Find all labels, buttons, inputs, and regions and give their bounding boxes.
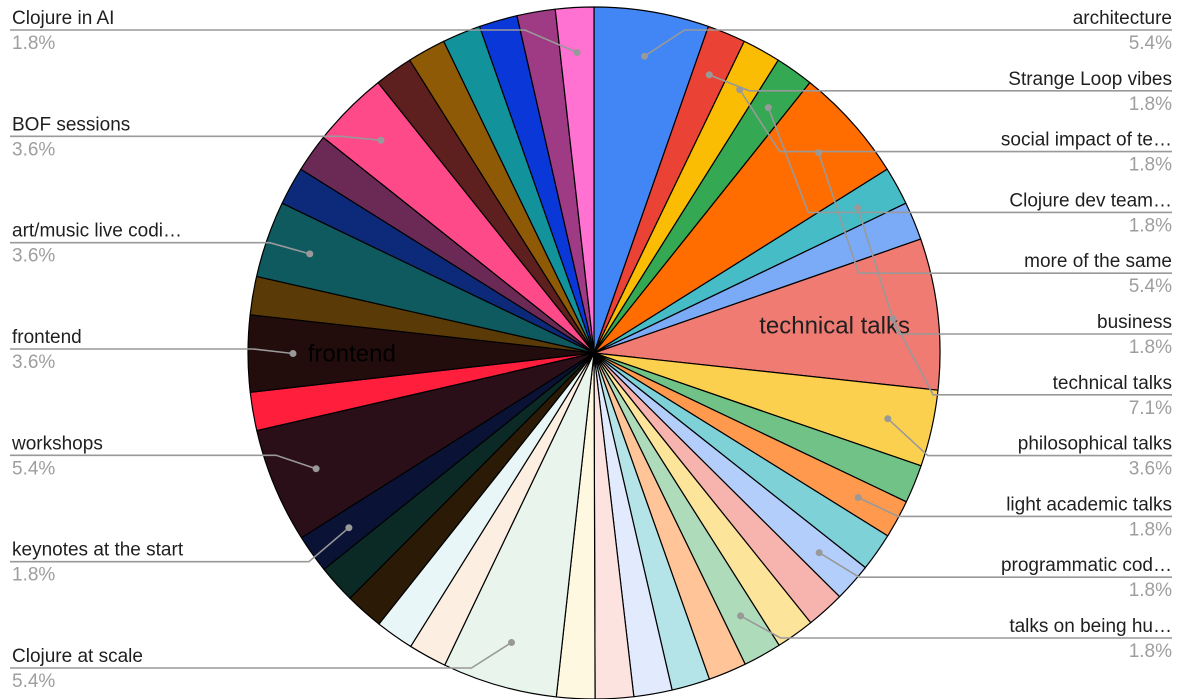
slice-percent-talks-on-being-hu: 1.8% (1129, 641, 1172, 662)
slice-label-workshops: workshops (11, 433, 103, 454)
slice-percent-frontend: 3.6% (12, 352, 55, 373)
leader-line-technical-talks (892, 318, 1172, 396)
slice-percent-art-music-live-codi: 3.6% (12, 246, 55, 267)
leader-line-social-impact-of-te (739, 89, 1172, 153)
slice-percent-more-of-the-same: 5.4% (1129, 276, 1172, 297)
leader-line-light-academic-talks (857, 496, 1172, 518)
leader-line-more-of-the-same (817, 152, 1172, 275)
slice-label-programmatic-cod: programmatic cod… (1001, 555, 1172, 576)
slice-percent-clojure-dev-team: 1.8% (1129, 215, 1172, 236)
pie-slice-clojure-in-ai (554, 6, 595, 354)
slice-label-technical-talks: technical talks (1053, 373, 1172, 394)
slice-label-art-music-live-codi: art/music live codi… (12, 221, 182, 242)
leader-line-workshops (10, 454, 317, 470)
leader-line-frontend (10, 348, 294, 355)
slice-percent-social-impact-of-te: 1.8% (1129, 155, 1172, 176)
slices-layer (247, 6, 941, 699)
slice-label-frontend: frontend (12, 327, 82, 348)
slice-label-light-academic-talks: light academic talks (1006, 494, 1172, 515)
leader-line-art-music-live-codi (10, 241, 311, 255)
slice-label-clojure-at-scale: Clojure at scale (12, 646, 143, 667)
slice-percent-workshops: 5.4% (12, 458, 55, 479)
slice-percent-philosophical-talks: 3.6% (1129, 459, 1172, 480)
slice-label-architecture: architecture (1073, 8, 1172, 29)
leader-line-programmatic-cod (818, 552, 1172, 579)
pie-slice-technical-talks (593, 238, 941, 391)
slice-label-clojure-in-ai: Clojure in AI (12, 8, 114, 29)
slice-label-business: business (1097, 312, 1172, 333)
slice-label-bof-sessions: BOF sessions (12, 114, 130, 135)
slice-percent-programmatic-cod: 1.8% (1129, 580, 1172, 601)
leader-line-strange-loop-vibes (709, 74, 1172, 92)
leader-line-clojure-in-ai (10, 29, 578, 54)
slice-percent-strange-loop-vibes: 1.8% (1129, 94, 1172, 115)
slice-percent-business: 1.8% (1129, 337, 1172, 358)
labels-layer: architecture 5.4% Strange Loop vibes 1.8% so… (11, 8, 1172, 692)
slice-label-strange-loop-vibes: Strange Loop vibes (1008, 69, 1172, 90)
slice-label-social-impact-of-te: social impact of te… (1001, 130, 1172, 151)
leader-line-talks-on-being-hu (740, 615, 1172, 639)
slice-percent-bof-sessions: 3.6% (12, 139, 55, 160)
slice-percent-light-academic-talks: 1.8% (1129, 519, 1172, 540)
slice-label-more-of-the-same: more of the same (1024, 251, 1172, 272)
leader-line-architecture (644, 29, 1172, 57)
leader-line-clojure-dev-team (767, 107, 1172, 214)
slice-percent-keynotes-at-the-start: 1.8% (12, 565, 55, 586)
leader-line-clojure-at-scale (10, 641, 512, 669)
inside-label-technical-talks: technical talks (759, 313, 910, 340)
inside-label-frontend: frontend (308, 340, 396, 367)
slice-label-philosophical-talks: philosophical talks (1018, 434, 1172, 455)
slice-percent-clojure-at-scale: 5.4% (12, 671, 55, 692)
leader-line-keynotes-at-the-start (10, 527, 350, 563)
slice-percent-clojure-in-ai: 1.8% (12, 33, 55, 54)
slice-percent-architecture: 5.4% (1129, 33, 1172, 54)
leader-line-philosophical-talks (887, 418, 1172, 457)
slice-label-clojure-dev-team: Clojure dev team… (1009, 190, 1172, 211)
slice-percent-technical-talks: 7.1% (1129, 398, 1172, 419)
inside-labels-layer: technical talks frontend (308, 313, 910, 368)
leaders-layer (10, 29, 1172, 669)
slice-label-talks-on-being-hu: talks on being hu… (1009, 616, 1172, 637)
leader-line-business (856, 207, 1172, 335)
slice-label-keynotes-at-the-start: keynotes at the start (12, 540, 184, 561)
leader-line-bof-sessions (10, 135, 382, 142)
